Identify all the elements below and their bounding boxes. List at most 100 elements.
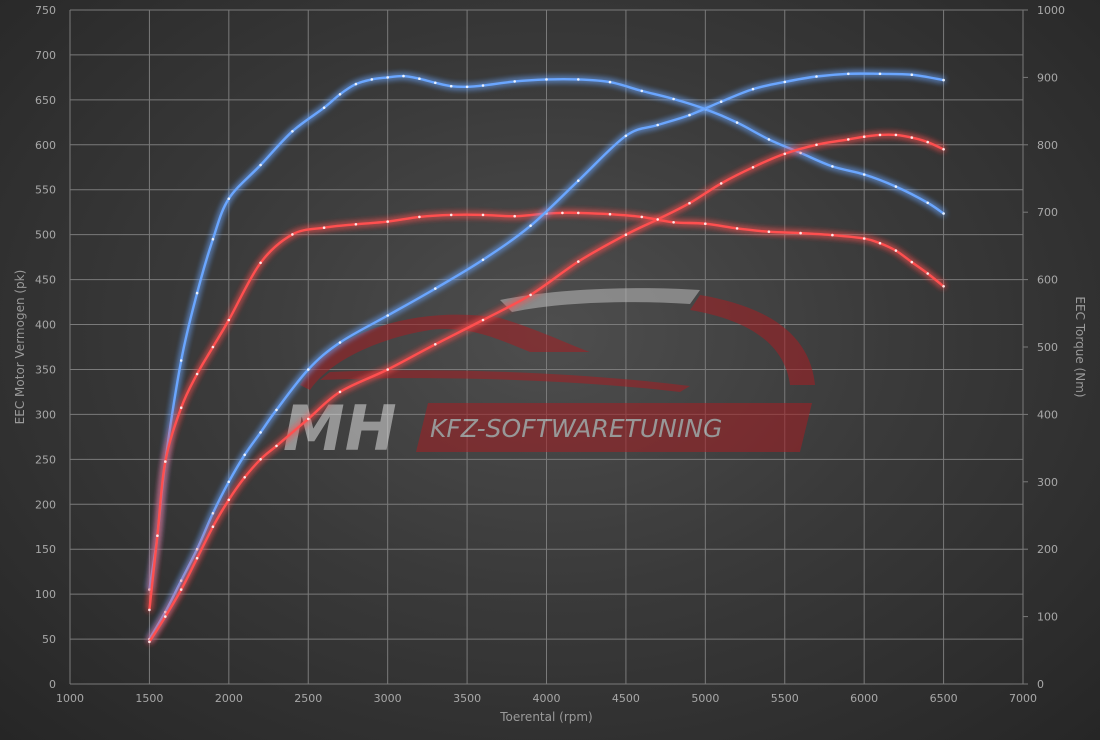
y-right-tick-label: 700 xyxy=(1037,206,1058,219)
data-point xyxy=(719,100,723,103)
data-point xyxy=(513,80,516,83)
data-point xyxy=(179,579,183,582)
y-left-tick-label: 650 xyxy=(35,94,56,107)
y-left-tick-label: 350 xyxy=(35,363,56,376)
data-point xyxy=(148,588,151,591)
data-point xyxy=(291,233,294,236)
x-tick-label: 7000 xyxy=(1009,692,1037,705)
data-point xyxy=(751,87,755,91)
data-point xyxy=(275,408,278,412)
data-point xyxy=(354,82,358,86)
data-point xyxy=(211,512,215,515)
y-right-tick-label: 1000 xyxy=(1037,4,1065,17)
data-point xyxy=(577,78,580,81)
data-point xyxy=(577,179,580,182)
data-point xyxy=(815,143,818,147)
data-point xyxy=(624,233,628,236)
watermark-car-roof xyxy=(500,288,700,312)
x-tick-label: 1000 xyxy=(56,692,84,705)
data-point xyxy=(243,453,246,457)
data-point xyxy=(338,390,342,394)
data-point xyxy=(656,218,659,221)
data-point xyxy=(656,123,659,127)
data-point xyxy=(434,81,437,85)
data-point xyxy=(894,185,898,188)
data-point xyxy=(370,78,374,81)
data-point xyxy=(307,417,310,421)
y-left-tick-label: 0 xyxy=(49,678,56,691)
watermark-logo-letters: MH xyxy=(283,392,397,465)
data-point xyxy=(434,287,437,290)
y-left-tick-label: 500 xyxy=(35,229,56,242)
data-point xyxy=(878,241,882,245)
data-point xyxy=(783,152,787,156)
data-point xyxy=(164,460,167,463)
data-point xyxy=(227,197,231,200)
data-point xyxy=(275,444,278,448)
data-point xyxy=(179,588,183,591)
y-right-tick-label: 600 xyxy=(1037,274,1058,287)
data-point xyxy=(735,121,739,124)
data-point xyxy=(831,165,834,168)
data-point xyxy=(227,318,231,322)
data-point xyxy=(847,72,850,76)
y-right-tick-label: 0 xyxy=(1037,678,1044,691)
y-left-tick-label: 300 xyxy=(35,408,56,421)
data-point xyxy=(926,272,929,275)
y-left-axis-title: EEC Motor Vermogen (pk) xyxy=(13,270,27,425)
data-point xyxy=(481,213,485,217)
data-point xyxy=(926,140,929,144)
data-point xyxy=(164,610,167,614)
data-point xyxy=(259,261,262,265)
x-tick-label: 5500 xyxy=(771,692,799,705)
data-point xyxy=(783,80,787,84)
data-point xyxy=(894,133,898,137)
data-point xyxy=(354,223,358,226)
data-point xyxy=(418,77,421,80)
x-tick-label: 1500 xyxy=(135,692,163,705)
data-point xyxy=(529,293,532,297)
y-left-tick-label: 50 xyxy=(42,633,56,646)
data-point xyxy=(799,151,802,155)
data-point xyxy=(291,130,294,133)
data-point xyxy=(338,93,342,96)
data-point xyxy=(195,372,199,376)
data-point xyxy=(148,640,151,644)
data-point xyxy=(156,534,159,537)
data-point xyxy=(259,431,262,434)
series-line xyxy=(148,74,945,591)
data-point xyxy=(894,249,898,252)
data-point xyxy=(465,85,469,89)
data-point xyxy=(322,106,326,109)
data-point xyxy=(529,224,532,227)
watermark-car-swoosh xyxy=(300,314,590,390)
x-tick-label: 4500 xyxy=(612,692,640,705)
data-point xyxy=(227,498,231,502)
data-point xyxy=(624,134,628,138)
y-right-tick-label: 100 xyxy=(1037,611,1058,624)
data-point xyxy=(688,113,691,117)
data-point xyxy=(211,237,215,241)
watermark-text: KFZ-SOFTWARETUNING xyxy=(430,414,722,443)
data-point xyxy=(608,212,612,216)
x-axis-title: Toerental (rpm) xyxy=(499,710,592,724)
data-point xyxy=(910,260,914,264)
data-point xyxy=(179,359,183,362)
data-point xyxy=(862,173,866,176)
data-point xyxy=(338,341,342,344)
x-tick-label: 3500 xyxy=(453,692,481,705)
data-point xyxy=(513,214,516,218)
series-line xyxy=(148,133,945,643)
data-point xyxy=(561,211,564,215)
data-point xyxy=(386,314,390,317)
y-left-tick-label: 200 xyxy=(35,498,56,511)
y-left-tick-label: 150 xyxy=(35,543,56,556)
y-left-tick-label: 600 xyxy=(35,139,56,152)
data-point xyxy=(481,318,485,322)
data-point xyxy=(195,547,199,551)
data-point xyxy=(195,556,199,560)
data-point xyxy=(910,73,914,76)
data-point xyxy=(735,227,739,230)
data-point xyxy=(402,74,405,78)
